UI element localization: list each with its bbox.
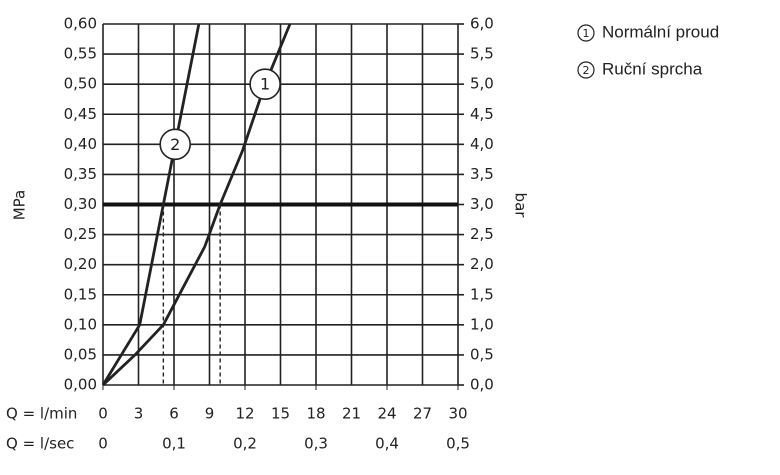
y-tick-label: 0,40 <box>64 135 97 153</box>
legend-label: Normální proud <box>602 22 719 41</box>
legend-marker <box>577 24 595 42</box>
y2-tick-label: 6,0 <box>470 15 494 33</box>
y2-tick-label: 3,0 <box>470 195 494 213</box>
x-tick-label: 9 <box>205 405 215 423</box>
x-axis-label: Q = l/min <box>6 405 77 423</box>
x-tick-label: 30 <box>448 405 467 423</box>
y-tick-label: 0,30 <box>64 195 97 213</box>
y-tick-label: 0,60 <box>64 15 97 33</box>
x2-tick-label: 0,5 <box>446 435 470 453</box>
x2-tick-label: 0,4 <box>375 435 399 453</box>
y-axis-label: MPa <box>11 190 29 221</box>
legend-label: Ruční sprcha <box>602 59 703 78</box>
x2-tick-label: 0,3 <box>304 435 328 453</box>
y-tick-label: 0,25 <box>64 225 97 243</box>
y2-tick-label: 5,0 <box>470 75 494 93</box>
x-tick-label: 18 <box>306 405 325 423</box>
curve-marker <box>159 128 191 161</box>
y2-tick-label: 2,0 <box>470 255 494 273</box>
x2-tick-label: 0 <box>98 435 108 453</box>
y-tick-label: 0,05 <box>64 345 97 363</box>
x-tick-label: 15 <box>271 405 290 423</box>
legend-marker-label: 1 <box>583 27 590 40</box>
x-tick-label: 24 <box>377 405 396 423</box>
y-tick-label: 0,45 <box>64 105 97 123</box>
y2-tick-label: 4,5 <box>470 105 494 123</box>
x-tick-label: 27 <box>413 405 432 423</box>
x2-axis-label: Q = l/sec <box>6 435 74 453</box>
y-tick-label: 0,15 <box>64 285 97 303</box>
y-tick-label: 0,00 <box>64 376 97 394</box>
y-tick-label: 0,50 <box>64 75 97 93</box>
x-tick-label: 21 <box>342 405 361 423</box>
y2-axis-label: bar <box>512 193 530 219</box>
y-tick-label: 0,20 <box>64 255 97 273</box>
curve-marker <box>249 68 281 100</box>
y2-tick-label: 0,0 <box>470 376 494 394</box>
y2-tick-label: 2,5 <box>470 225 494 243</box>
y2-tick-label: 5,5 <box>470 45 494 63</box>
x-tick-label: 6 <box>169 405 179 423</box>
legend-marker <box>577 61 595 79</box>
curve-marker-label: 1 <box>260 75 270 94</box>
y2-tick-label: 0,5 <box>470 345 494 363</box>
y2-tick-label: 1,0 <box>470 315 494 333</box>
x-tick-label: 0 <box>98 405 108 423</box>
curve-marker-label: 2 <box>170 135 180 154</box>
x-tick-label: 3 <box>134 405 144 423</box>
y-tick-label: 0,35 <box>64 165 97 183</box>
x2-tick-label: 0,1 <box>162 435 186 453</box>
legend-marker-label: 2 <box>583 64 590 77</box>
y-tick-label: 0,55 <box>64 45 97 63</box>
y-tick-label: 0,10 <box>64 315 97 333</box>
x-tick-label: 12 <box>235 405 254 423</box>
y2-tick-label: 3,5 <box>470 165 494 183</box>
y2-tick-label: 4,0 <box>470 135 494 153</box>
y2-tick-label: 1,5 <box>470 285 494 303</box>
x2-tick-label: 0,2 <box>233 435 257 453</box>
